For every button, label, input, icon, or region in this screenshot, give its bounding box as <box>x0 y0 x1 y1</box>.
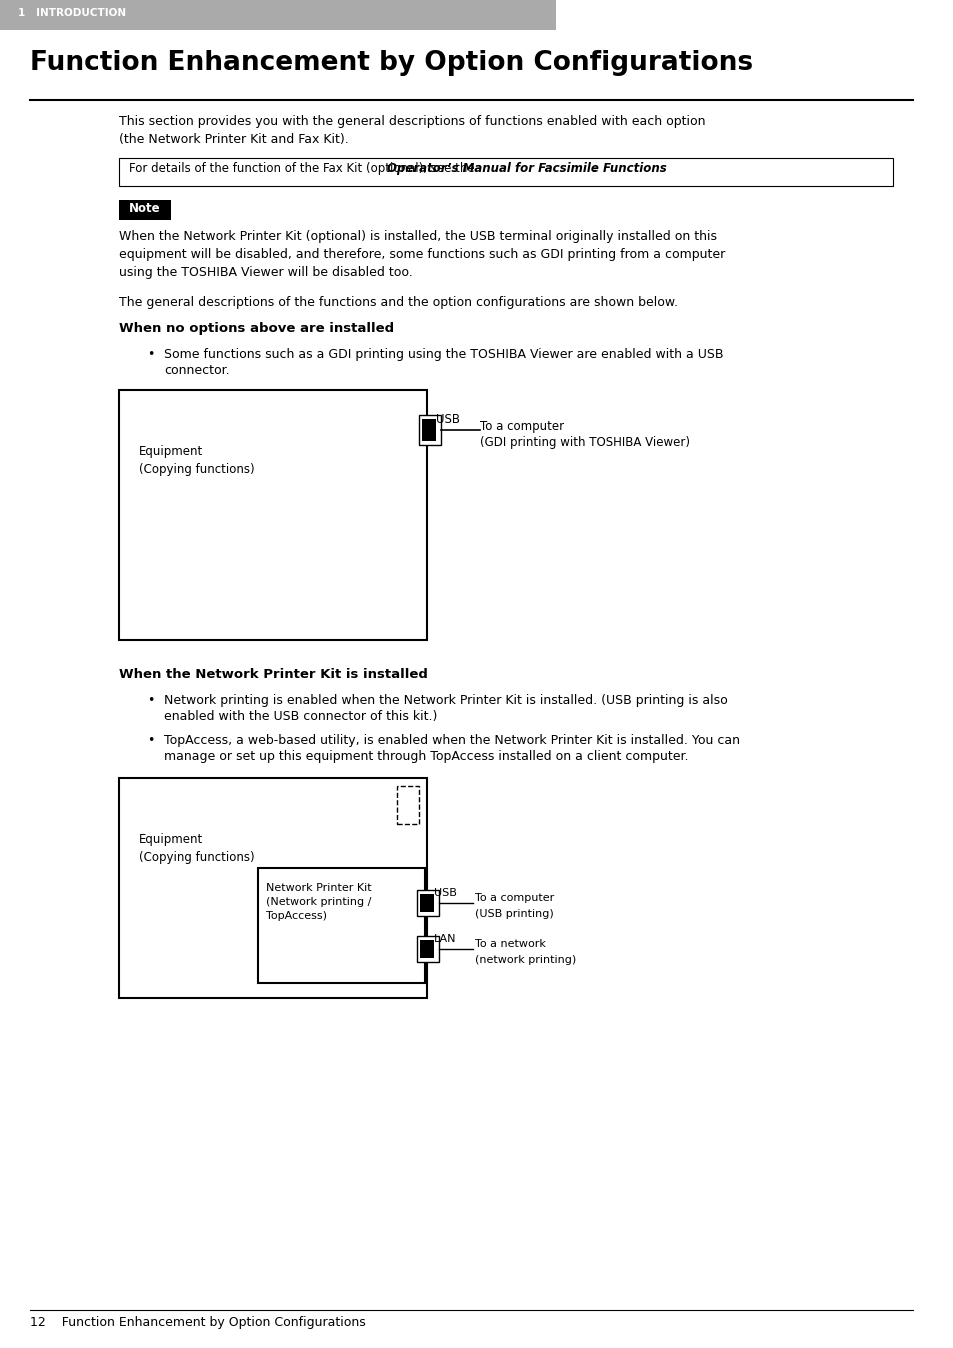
Text: For details of the function of the Fax Kit (optional), see the: For details of the function of the Fax K… <box>129 162 477 175</box>
Text: When no options above are installed: When no options above are installed <box>119 322 394 336</box>
Bar <box>419 894 434 913</box>
Text: When the Network Printer Kit is installed: When the Network Printer Kit is installe… <box>119 669 428 681</box>
Bar <box>418 415 440 445</box>
Text: USB: USB <box>436 412 459 426</box>
Bar <box>119 158 892 186</box>
Text: To a computer: To a computer <box>480 421 564 433</box>
Text: (USB printing): (USB printing) <box>475 909 554 919</box>
Bar <box>421 419 436 441</box>
Text: •: • <box>147 694 154 706</box>
Bar <box>416 936 438 962</box>
Text: LAN: LAN <box>434 934 456 944</box>
Text: Note: Note <box>129 202 160 214</box>
Bar <box>419 940 434 958</box>
Text: manage or set up this equipment through TopAccess installed on a client computer: manage or set up this equipment through … <box>164 749 687 763</box>
Text: (GDI printing with TOSHIBA Viewer): (GDI printing with TOSHIBA Viewer) <box>480 435 690 449</box>
Text: When the Network Printer Kit (optional) is installed, the USB terminal originall: When the Network Printer Kit (optional) … <box>119 231 724 279</box>
Text: TopAccess, a web-based utility, is enabled when the Network Printer Kit is insta: TopAccess, a web-based utility, is enabl… <box>164 735 739 747</box>
Text: The general descriptions of the functions and the option configurations are show: The general descriptions of the function… <box>119 297 678 309</box>
Text: .: . <box>592 162 597 175</box>
Text: This section provides you with the general descriptions of functions enabled wit: This section provides you with the gener… <box>119 115 705 146</box>
Text: Equipment
(Copying functions): Equipment (Copying functions) <box>139 445 254 476</box>
Bar <box>119 778 426 998</box>
Text: connector.: connector. <box>164 364 229 377</box>
Text: Operator’s Manual for Facsimile Functions: Operator’s Manual for Facsimile Function… <box>387 162 666 175</box>
Bar <box>119 390 426 640</box>
Bar <box>119 200 171 220</box>
Text: enabled with the USB connector of this kit.): enabled with the USB connector of this k… <box>164 710 436 723</box>
Bar <box>258 868 424 983</box>
Text: (network printing): (network printing) <box>475 954 577 965</box>
Text: To a network: To a network <box>475 940 546 949</box>
Bar <box>396 786 418 824</box>
Text: Network printing is enabled when the Network Printer Kit is installed. (USB prin: Network printing is enabled when the Net… <box>164 694 727 706</box>
Bar <box>0 0 556 30</box>
Text: To a computer: To a computer <box>475 892 554 903</box>
Text: •: • <box>147 348 154 361</box>
Bar <box>416 890 438 917</box>
Text: Equipment
(Copying functions): Equipment (Copying functions) <box>139 833 254 864</box>
Text: USB: USB <box>434 888 456 898</box>
Text: 12    Function Enhancement by Option Configurations: 12 Function Enhancement by Option Config… <box>30 1316 365 1329</box>
Text: Some functions such as a GDI printing using the TOSHIBA Viewer are enabled with : Some functions such as a GDI printing us… <box>164 348 722 361</box>
Text: 1   INTRODUCTION: 1 INTRODUCTION <box>18 8 126 18</box>
Text: Network Printer Kit
(Network printing /
TopAccess): Network Printer Kit (Network printing / … <box>266 883 372 921</box>
Text: •: • <box>147 735 154 747</box>
Text: Function Enhancement by Option Configurations: Function Enhancement by Option Configura… <box>30 50 752 75</box>
